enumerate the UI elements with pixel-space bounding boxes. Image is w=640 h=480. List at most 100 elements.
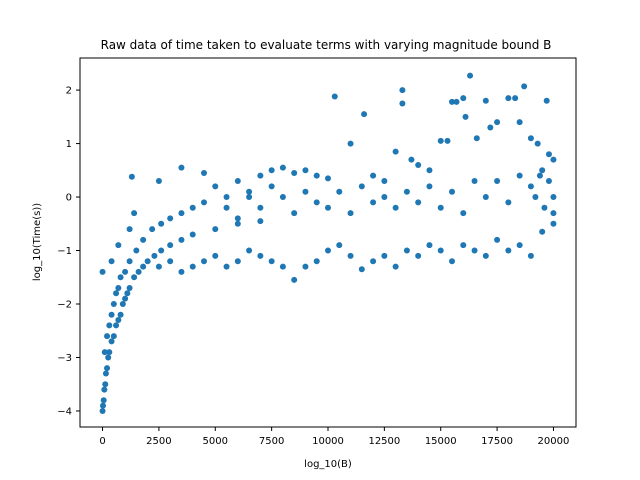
data-point bbox=[144, 258, 151, 265]
data-point bbox=[257, 252, 264, 259]
data-point bbox=[104, 365, 111, 372]
data-point bbox=[473, 135, 480, 142]
x-tick-label: 2500 bbox=[146, 436, 171, 447]
data-point bbox=[122, 268, 129, 275]
data-point bbox=[155, 178, 162, 184]
y-tick-label: −2 bbox=[57, 300, 72, 311]
data-point bbox=[403, 247, 410, 254]
data-point bbox=[115, 284, 122, 291]
data-point bbox=[512, 95, 519, 102]
data-point bbox=[505, 199, 512, 206]
y-tick-label: 2 bbox=[66, 86, 72, 97]
data-point bbox=[399, 87, 406, 94]
data-point bbox=[449, 258, 455, 265]
data-point bbox=[110, 301, 117, 307]
x-tick-label: 10000 bbox=[312, 436, 344, 447]
data-point bbox=[370, 199, 377, 206]
y-axis-ticks: −4 −3 −2 −1 0 1 2 bbox=[57, 86, 80, 417]
data-point bbox=[178, 236, 185, 243]
data-point bbox=[131, 210, 138, 217]
data-point bbox=[521, 83, 528, 90]
data-point bbox=[115, 317, 122, 324]
data-point bbox=[189, 263, 196, 270]
data-point bbox=[135, 268, 142, 275]
data-point bbox=[178, 210, 185, 217]
data-point bbox=[527, 135, 534, 142]
data-point bbox=[467, 72, 474, 79]
data-point bbox=[494, 119, 501, 126]
data-point bbox=[212, 226, 219, 233]
data-point bbox=[505, 247, 512, 254]
y-tick-label: −1 bbox=[57, 246, 72, 257]
data-point bbox=[381, 194, 388, 201]
data-point bbox=[178, 268, 185, 275]
data-point bbox=[347, 210, 354, 217]
data-point bbox=[234, 178, 241, 184]
data-point bbox=[358, 183, 365, 190]
data-point bbox=[106, 322, 113, 329]
data-point bbox=[545, 178, 552, 184]
data-point bbox=[268, 167, 275, 174]
data-point bbox=[151, 252, 158, 259]
data-point bbox=[426, 242, 433, 249]
data-point bbox=[291, 210, 298, 217]
chart-title: Raw data of time taken to evaluate terms… bbox=[101, 38, 552, 52]
data-point bbox=[167, 258, 174, 265]
data-point bbox=[234, 215, 241, 222]
data-point bbox=[133, 247, 140, 254]
data-point bbox=[415, 161, 422, 168]
data-point bbox=[119, 301, 126, 307]
data-point bbox=[460, 210, 467, 217]
data-point bbox=[302, 263, 309, 270]
data-point bbox=[99, 407, 106, 414]
data-point bbox=[534, 140, 541, 147]
data-point bbox=[545, 151, 552, 158]
data-point bbox=[234, 220, 241, 227]
data-point bbox=[482, 252, 489, 259]
data-point bbox=[126, 226, 133, 233]
data-point bbox=[313, 199, 320, 206]
x-axis-label: log_10(B) bbox=[304, 459, 352, 470]
data-point bbox=[102, 381, 109, 388]
data-point bbox=[126, 258, 133, 265]
data-point bbox=[102, 370, 109, 377]
data-point bbox=[104, 333, 111, 340]
data-point bbox=[550, 220, 557, 227]
data-point bbox=[550, 210, 557, 217]
data-point bbox=[108, 338, 115, 345]
data-point bbox=[437, 137, 444, 144]
data-point bbox=[543, 97, 550, 104]
data-point bbox=[100, 397, 107, 404]
data-point bbox=[415, 199, 422, 206]
data-point bbox=[415, 252, 422, 259]
data-point bbox=[449, 188, 455, 195]
y-tick-label: −3 bbox=[57, 353, 72, 364]
data-point bbox=[302, 188, 309, 195]
data-point bbox=[449, 98, 455, 105]
data-point bbox=[325, 247, 331, 254]
data-point bbox=[140, 263, 147, 270]
data-point bbox=[527, 252, 534, 259]
data-point bbox=[110, 333, 117, 340]
data-point bbox=[291, 276, 298, 283]
data-point bbox=[122, 295, 129, 302]
data-point bbox=[201, 169, 207, 176]
data-point bbox=[291, 169, 298, 176]
data-point bbox=[158, 247, 165, 254]
x-tick-label: 5000 bbox=[203, 436, 228, 447]
data-point bbox=[460, 95, 467, 102]
data-point bbox=[101, 349, 108, 356]
data-point bbox=[234, 258, 241, 265]
data-point bbox=[108, 258, 115, 265]
data-point bbox=[426, 167, 433, 174]
data-point bbox=[113, 290, 120, 297]
data-point bbox=[117, 274, 124, 281]
data-point bbox=[516, 172, 523, 179]
data-point bbox=[426, 183, 433, 190]
data-point bbox=[392, 148, 399, 155]
data-point bbox=[399, 100, 406, 107]
data-point bbox=[126, 284, 133, 291]
data-point bbox=[113, 322, 120, 329]
